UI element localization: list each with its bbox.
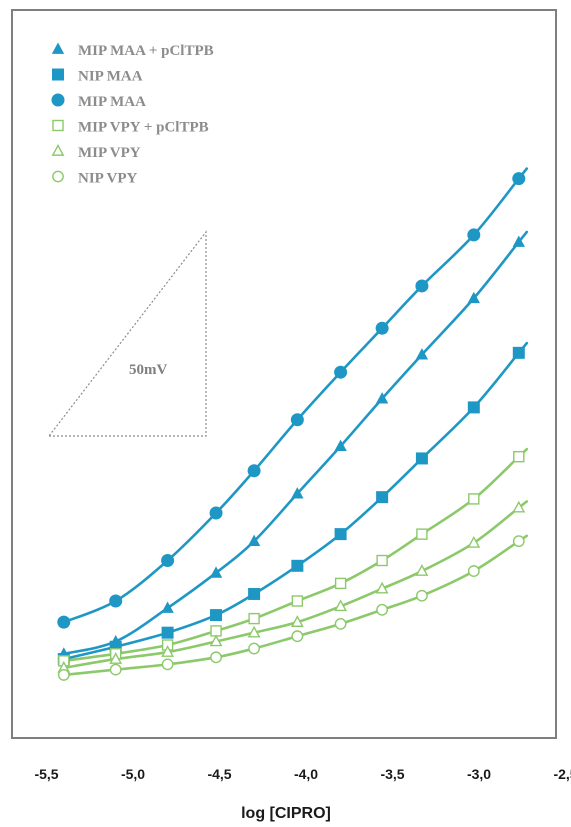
data-point-s3-5 [247,464,261,478]
data-point-s2-11 [512,346,525,359]
x-tick-label-6: -3,5 [380,766,404,782]
data-point-s5-2 [109,652,123,664]
data-point-s3-1 [57,615,71,629]
data-point-s2-7 [334,528,347,541]
data-point-s6-7 [334,617,347,630]
data-point-s4-7 [334,577,347,590]
data-point-s3-2 [109,594,123,608]
data-point-s5-11 [512,500,526,513]
data-point-s4-6 [291,595,304,607]
data-point-s5-5 [247,625,261,638]
x-tick-label-5: -4,0 [294,766,318,782]
data-point-s3-10 [467,228,481,242]
data-point-s6-10 [467,565,480,577]
legend-marker-6 [52,170,64,183]
x-tick-label-2: -5,5 [34,766,58,782]
scale-label: 50mV [129,362,167,378]
legend-marker-1 [51,42,65,54]
legend-marker-2 [52,68,64,81]
data-point-s6-1 [57,669,70,681]
data-point-s3-9 [415,279,429,293]
data-point-s1-4 [209,566,223,578]
data-point-s5-8 [375,581,389,594]
data-point-s2-5 [248,587,261,600]
data-point-s2-9 [415,452,428,465]
data-point-s4-4 [210,625,222,637]
x-tick-label-7: -3,0 [467,766,491,782]
x-tick-label-8: -2,5 [553,766,571,782]
data-point-s5-10 [467,535,481,548]
data-point-s2-3 [161,626,174,639]
scale-bar: 50mV [47,230,207,437]
x-tick-label-4: -4,5 [207,766,231,782]
data-point-s5-4 [209,634,223,647]
data-point-s6-6 [291,630,304,643]
data-point-s6-2 [109,663,122,676]
data-point-s4-11 [513,450,525,463]
data-point-s3-3 [161,554,175,568]
data-point-s5-6 [290,615,304,627]
legend-label-1: MIP MAA + pClTPB [78,43,214,59]
scale-triangle [47,230,207,437]
legend-marker-3 [51,93,65,107]
x-axis-title: log [CIPRO] [241,805,331,822]
data-point-s6-9 [416,589,428,602]
data-point-s3-11 [512,172,526,186]
data-point-s4-9 [416,528,428,540]
data-point-s6-5 [248,642,261,655]
data-point-s5-3 [161,645,175,657]
data-point-s3-4 [209,506,223,520]
data-point-s3-8 [375,321,389,335]
data-point-s4-5 [248,612,260,625]
data-point-s1-11 [512,235,525,247]
x-tick-label-3: -5,0 [121,766,145,782]
legend-label-4: MIP VPY + pClTPB [78,120,209,136]
x-tick-labels: -6,0-5,5-5,0-4,5-4,0-3,5-3,0-2,5 [34,766,571,782]
data-point-s3-7 [334,365,348,379]
data-point-s6-3 [161,658,174,671]
legend-label-5: MIP VPY [78,145,141,161]
data-point-s1-8 [375,392,389,404]
legend-label-2: NIP MAA [78,69,143,85]
data-point-s3-6 [290,413,304,427]
legend-label-3: MIP MAA [78,94,146,110]
data-point-s4-10 [468,493,480,505]
legend-marker-4 [52,119,64,132]
legend-marker-5 [51,144,65,156]
data-point-s1-9 [415,348,429,360]
data-point-s1-3 [161,601,174,613]
data-point-s6-4 [210,651,222,664]
legend-label-6: NIP VPY [78,171,137,187]
data-point-s1-5 [247,534,261,547]
data-point-s4-8 [376,554,388,567]
data-point-s6-11 [512,535,525,548]
data-point-s1-10 [467,291,480,304]
series-line-5 [62,500,529,670]
data-point-s2-8 [376,491,389,504]
data-point-s2-6 [291,559,304,572]
data-point-s5-9 [415,564,429,576]
data-point-s6-8 [376,603,389,616]
series-markers [57,172,526,681]
data-point-s1-7 [334,439,347,451]
legend: MIP MAA + pClTPB NIP MAA MIP MAA MIP VPY + … [51,42,214,187]
plot-frame [11,9,557,739]
data-point-s1-6 [291,487,304,499]
data-point-s2-10 [467,401,480,414]
data-point-s2-4 [210,609,223,622]
data-point-s5-7 [334,599,348,612]
